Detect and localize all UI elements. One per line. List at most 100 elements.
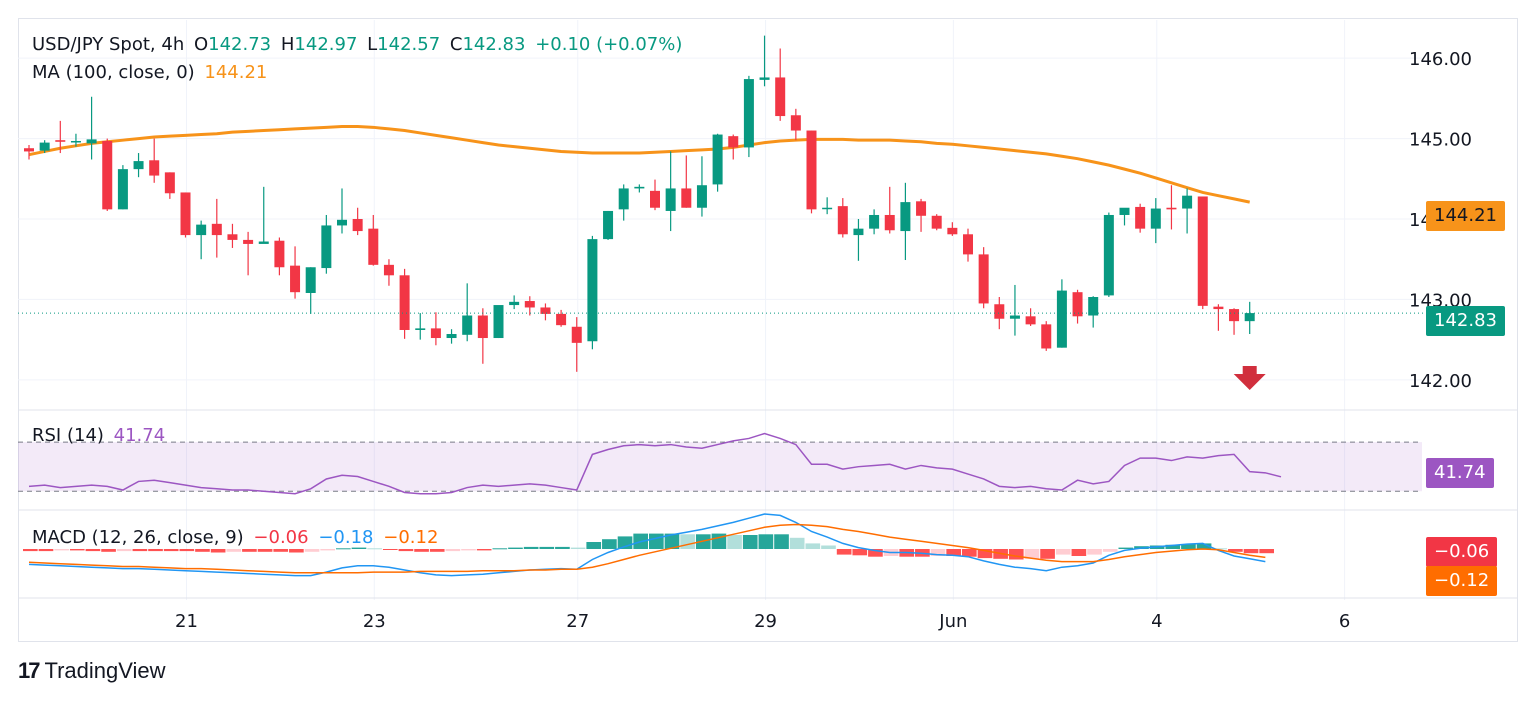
candle (1025, 308, 1036, 326)
macd-hist-bar (273, 549, 289, 552)
candle-body (806, 130, 817, 210)
x-tick-label: 23 (363, 611, 386, 632)
macd-hist-bar (320, 549, 335, 551)
candle-body (634, 186, 645, 189)
macd-hist-tag: −0.06 (1426, 537, 1498, 567)
macd-hist-bar (492, 548, 508, 550)
candle (243, 231, 254, 276)
macd-legend-line: −0.18 (318, 527, 374, 548)
macd-hist-bar (445, 549, 461, 552)
candle (540, 303, 551, 321)
macd-hist-bar (664, 533, 680, 549)
candle (571, 317, 582, 372)
candle-body (1009, 315, 1020, 319)
ma-legend-label: MA (100, close, 0) (32, 62, 195, 83)
macd-hist-bar (930, 549, 946, 556)
candle (524, 296, 535, 316)
candle-body (822, 207, 833, 210)
candle (86, 96, 97, 160)
macd-hist-bar (680, 534, 695, 549)
candle-body (712, 134, 723, 185)
candle-body (462, 315, 473, 335)
candle (743, 75, 754, 158)
candle-body (493, 305, 504, 339)
macd-hist-bar (774, 534, 789, 549)
candle (1072, 289, 1083, 324)
candle-body (587, 239, 598, 342)
candle-body (571, 326, 582, 343)
candle-body (446, 334, 457, 339)
candle (415, 313, 426, 340)
candle-body (337, 219, 347, 226)
price-legend: USD/JPY Spot, 4h O142.73 H142.97 L142.57… (32, 34, 686, 55)
macd-hist-bar (1040, 549, 1055, 559)
macd-hist-bar (1071, 549, 1087, 556)
candle (509, 295, 520, 310)
candle (1103, 212, 1114, 298)
candle (728, 134, 739, 160)
candle (352, 207, 363, 236)
macd-hist-bar (852, 549, 868, 556)
macd-hist-bar (148, 549, 163, 552)
candle (681, 155, 692, 208)
candle-body (1025, 316, 1036, 325)
macd-hist-bar (1228, 549, 1243, 552)
macd-hist-bar (242, 549, 257, 552)
macd-hist-bar (1181, 544, 1196, 549)
macd-hist-bar (257, 549, 273, 552)
macd-hist-bar (977, 549, 993, 559)
legend-close-label: C (449, 34, 463, 55)
macd-hist-bar (54, 549, 69, 551)
candle-body (86, 139, 97, 144)
brand-name: TradingView (44, 658, 166, 683)
candle-body (39, 142, 50, 151)
x-tick-label: 4 (1151, 611, 1162, 632)
candle (321, 214, 332, 274)
tradingview-brand[interactable]: 17 TradingView (18, 658, 166, 684)
macd-hist-bar (962, 549, 977, 557)
candle-body (603, 210, 614, 240)
rsi-line (28, 432, 1282, 495)
candle-body (430, 328, 441, 339)
candle (869, 209, 880, 235)
macd-hist-bar (836, 549, 852, 555)
candle (1135, 203, 1146, 233)
candle-body (164, 172, 175, 194)
macd-hist-bar (649, 533, 664, 549)
macd-hist-bar (476, 549, 492, 551)
candle (39, 140, 50, 154)
legend-change: +0.10 (+0.07%) (535, 34, 683, 55)
candle-body (352, 219, 363, 232)
candle (1166, 185, 1177, 230)
candle (164, 172, 175, 199)
candle-body (1056, 290, 1067, 348)
ma-layer (28, 125, 1251, 204)
candle-body (1119, 207, 1130, 215)
macd-hist-bar (1055, 549, 1071, 555)
candle-body (916, 201, 927, 216)
macd-hist-bar (304, 549, 320, 552)
macd-hist-bar (602, 539, 617, 549)
candle-body (1135, 206, 1146, 229)
candle-body (1213, 306, 1224, 310)
candle-body (790, 115, 801, 131)
macd-hist-bar (414, 549, 429, 552)
rsi-legend-value: 41.74 (113, 425, 166, 446)
candle-body (305, 267, 316, 293)
candle (399, 268, 410, 339)
candle (963, 228, 973, 262)
ma100-line (28, 125, 1251, 204)
candle (430, 312, 441, 346)
candle (837, 198, 848, 238)
candle-body (1088, 297, 1099, 316)
macd-hist-bar (210, 549, 226, 553)
candle (1197, 196, 1208, 310)
candle (462, 283, 473, 342)
macd-hist-bar (742, 535, 758, 549)
macd-hist-bar (23, 549, 38, 552)
y-tick-label: 145.00 (1409, 130, 1472, 151)
macd-hist-bar (868, 549, 883, 557)
candle-body (1150, 208, 1161, 229)
candle-body (665, 188, 676, 211)
